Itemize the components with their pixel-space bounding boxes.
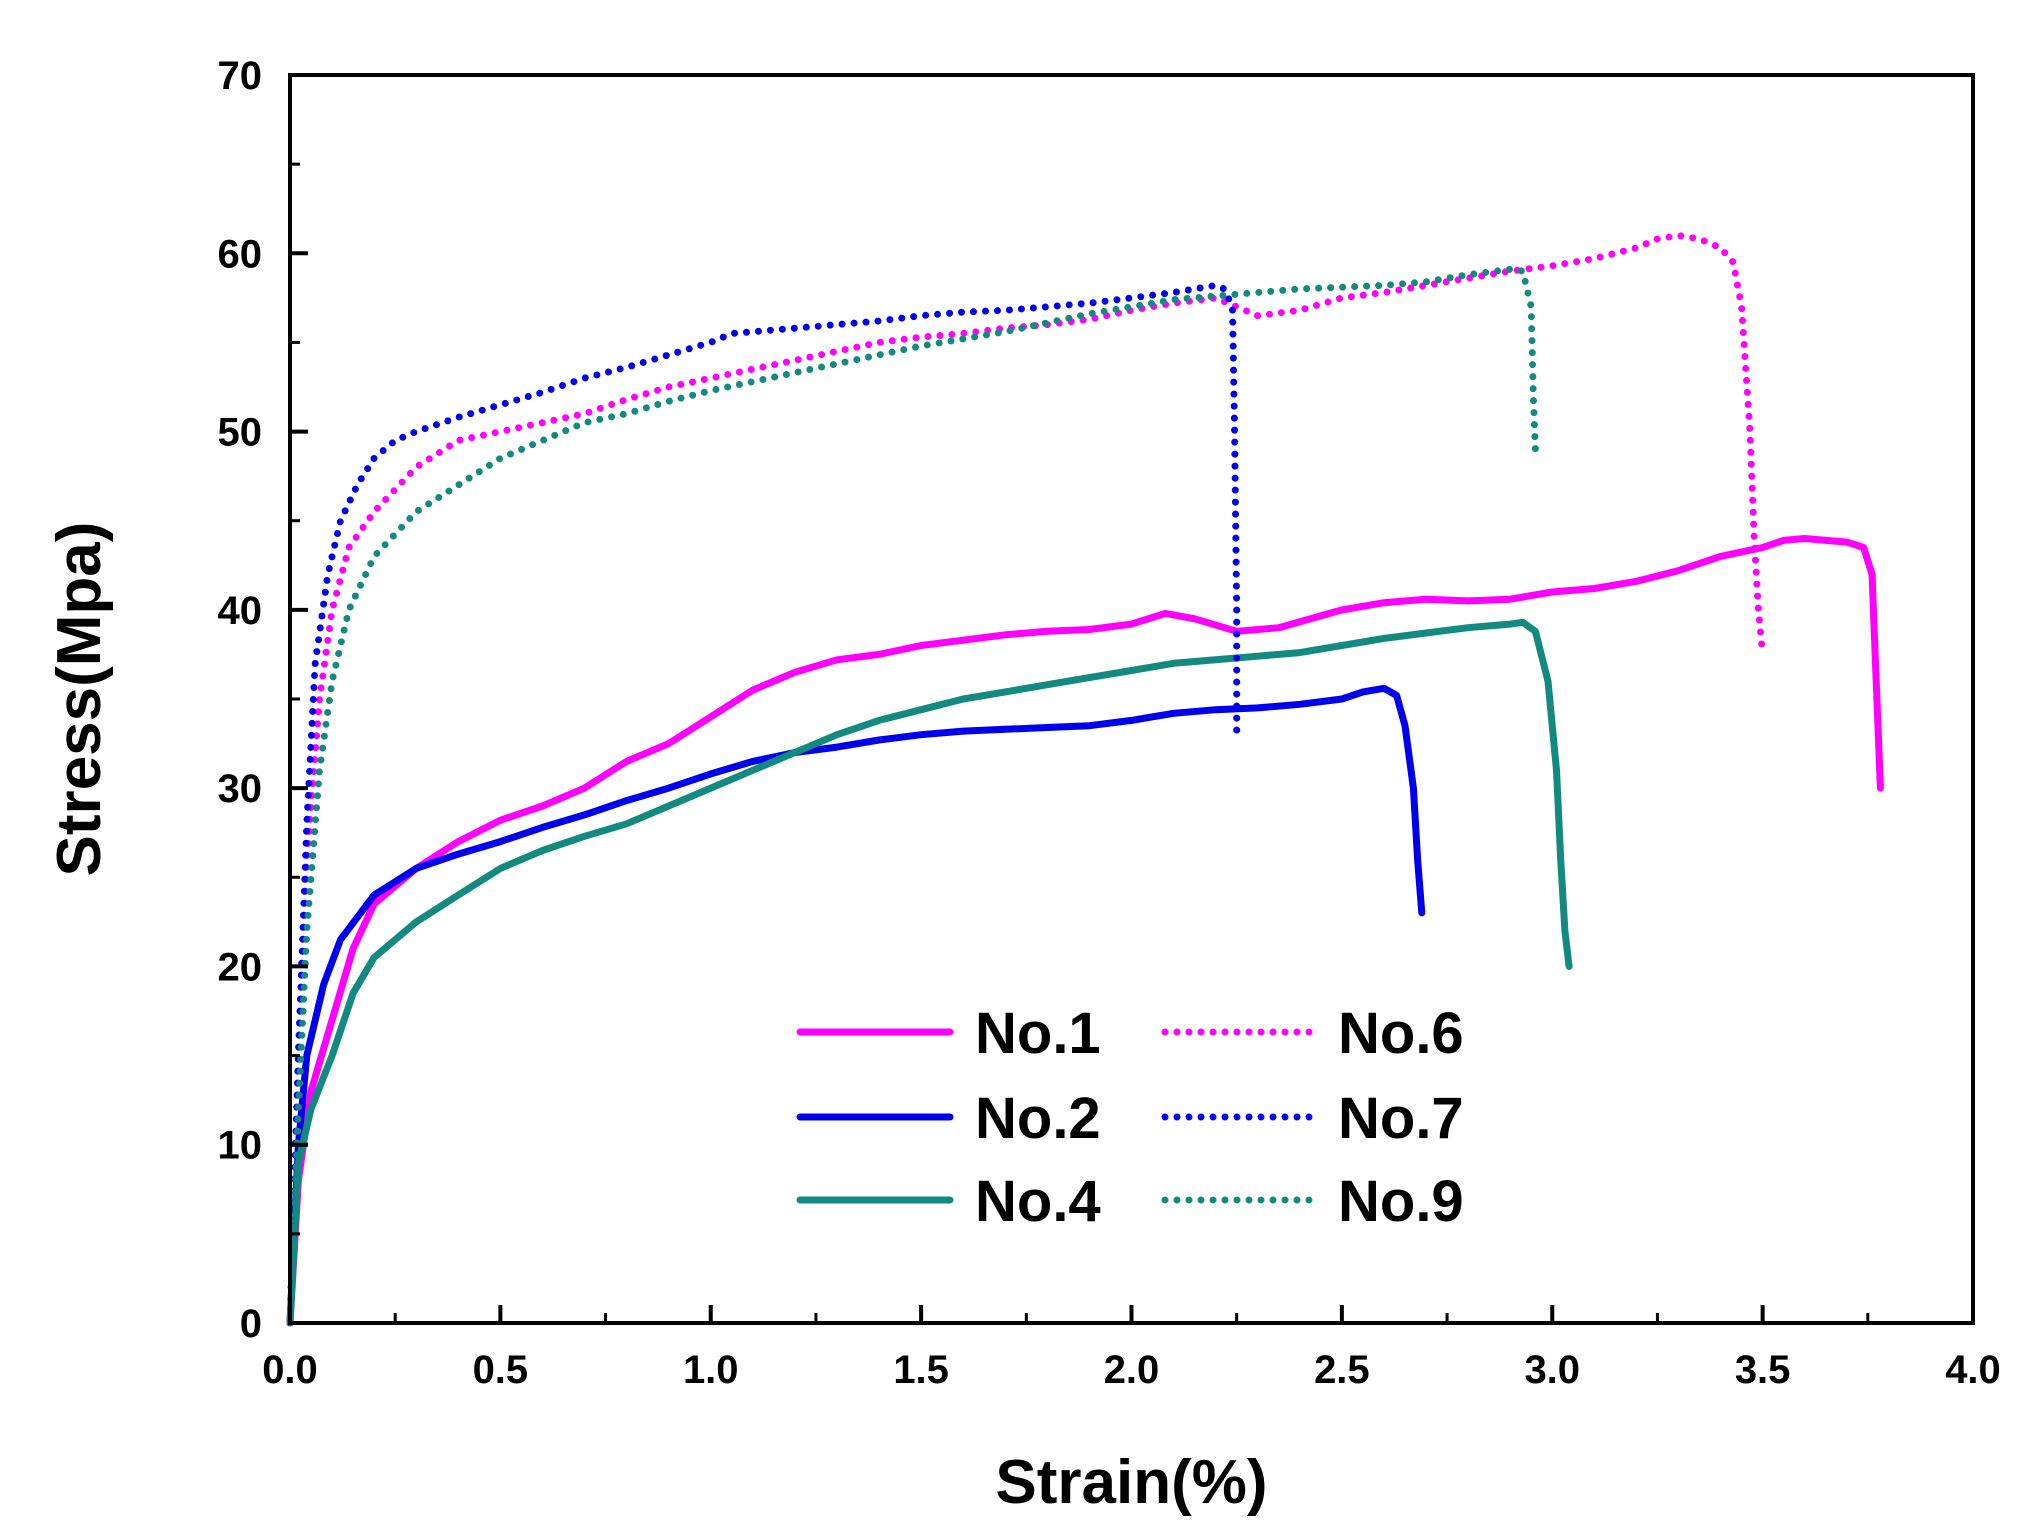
- x-tick-label: 3.5: [1735, 1348, 1791, 1392]
- x-tick-label: 2.0: [1104, 1348, 1160, 1392]
- legend-item-no2: No.2: [796, 1086, 1101, 1151]
- series-line-no6: [286, 232, 1767, 1327]
- y-tick-label: 10: [218, 1124, 263, 1168]
- legend-item-no6: No.6: [1161, 1001, 1464, 1066]
- x-tick-label: 1.0: [683, 1348, 739, 1392]
- y-tick-label: 30: [218, 767, 263, 811]
- series-line-no9: [286, 265, 1539, 1327]
- y-tick-label: 60: [218, 232, 263, 276]
- series-line-no1: [286, 535, 1884, 1327]
- x-tick-label: 1.5: [893, 1348, 949, 1392]
- legend: No.1 No.2 No.4 No.6 No.7 No.9: [796, 1001, 1464, 1234]
- y-tick-label: 0: [240, 1302, 262, 1346]
- tick-layer: [288, 73, 1975, 1325]
- y-tick-label: 50: [218, 411, 263, 455]
- y-tick-label: 70: [218, 54, 263, 98]
- series-line-no7: [286, 281, 1241, 1327]
- x-tick-label: 4.0: [1945, 1348, 2001, 1392]
- legend-label: No.4: [975, 1169, 1101, 1234]
- legend-item-no4: No.4: [796, 1169, 1101, 1234]
- x-tick-label: 2.5: [1314, 1348, 1370, 1392]
- tick-label-layer: 0.0 0.5 1.0 1.5 2.0 2.5 3.0 3.5 4.0 0 10 20 30 40 50 60…: [218, 54, 2001, 1392]
- legend-label: No.1: [975, 1001, 1101, 1066]
- legend-label: No.6: [1338, 1001, 1464, 1066]
- x-axis-title: Strain(%): [995, 1448, 1267, 1517]
- y-tick-label: 40: [218, 589, 263, 633]
- x-tick-label: 0.5: [473, 1348, 529, 1392]
- series-line-no2: [286, 684, 1426, 1327]
- legend-item-no9: No.9: [1161, 1169, 1464, 1234]
- y-axis-title: Stress(Mpa): [45, 522, 114, 877]
- legend-item-no1: No.1: [796, 1001, 1101, 1066]
- x-tick-label: 3.0: [1524, 1348, 1580, 1392]
- legend-label: No.2: [975, 1086, 1101, 1151]
- plot-frame: [288, 73, 1975, 1325]
- series-line-no4: [286, 618, 1573, 1327]
- legend-label: No.9: [1338, 1169, 1464, 1234]
- x-tick-label: 0.0: [262, 1348, 318, 1392]
- legend-label: No.7: [1338, 1086, 1464, 1151]
- y-tick-label: 20: [218, 945, 263, 989]
- series-layer: [286, 232, 1884, 1327]
- legend-item-no7: No.7: [1161, 1086, 1464, 1151]
